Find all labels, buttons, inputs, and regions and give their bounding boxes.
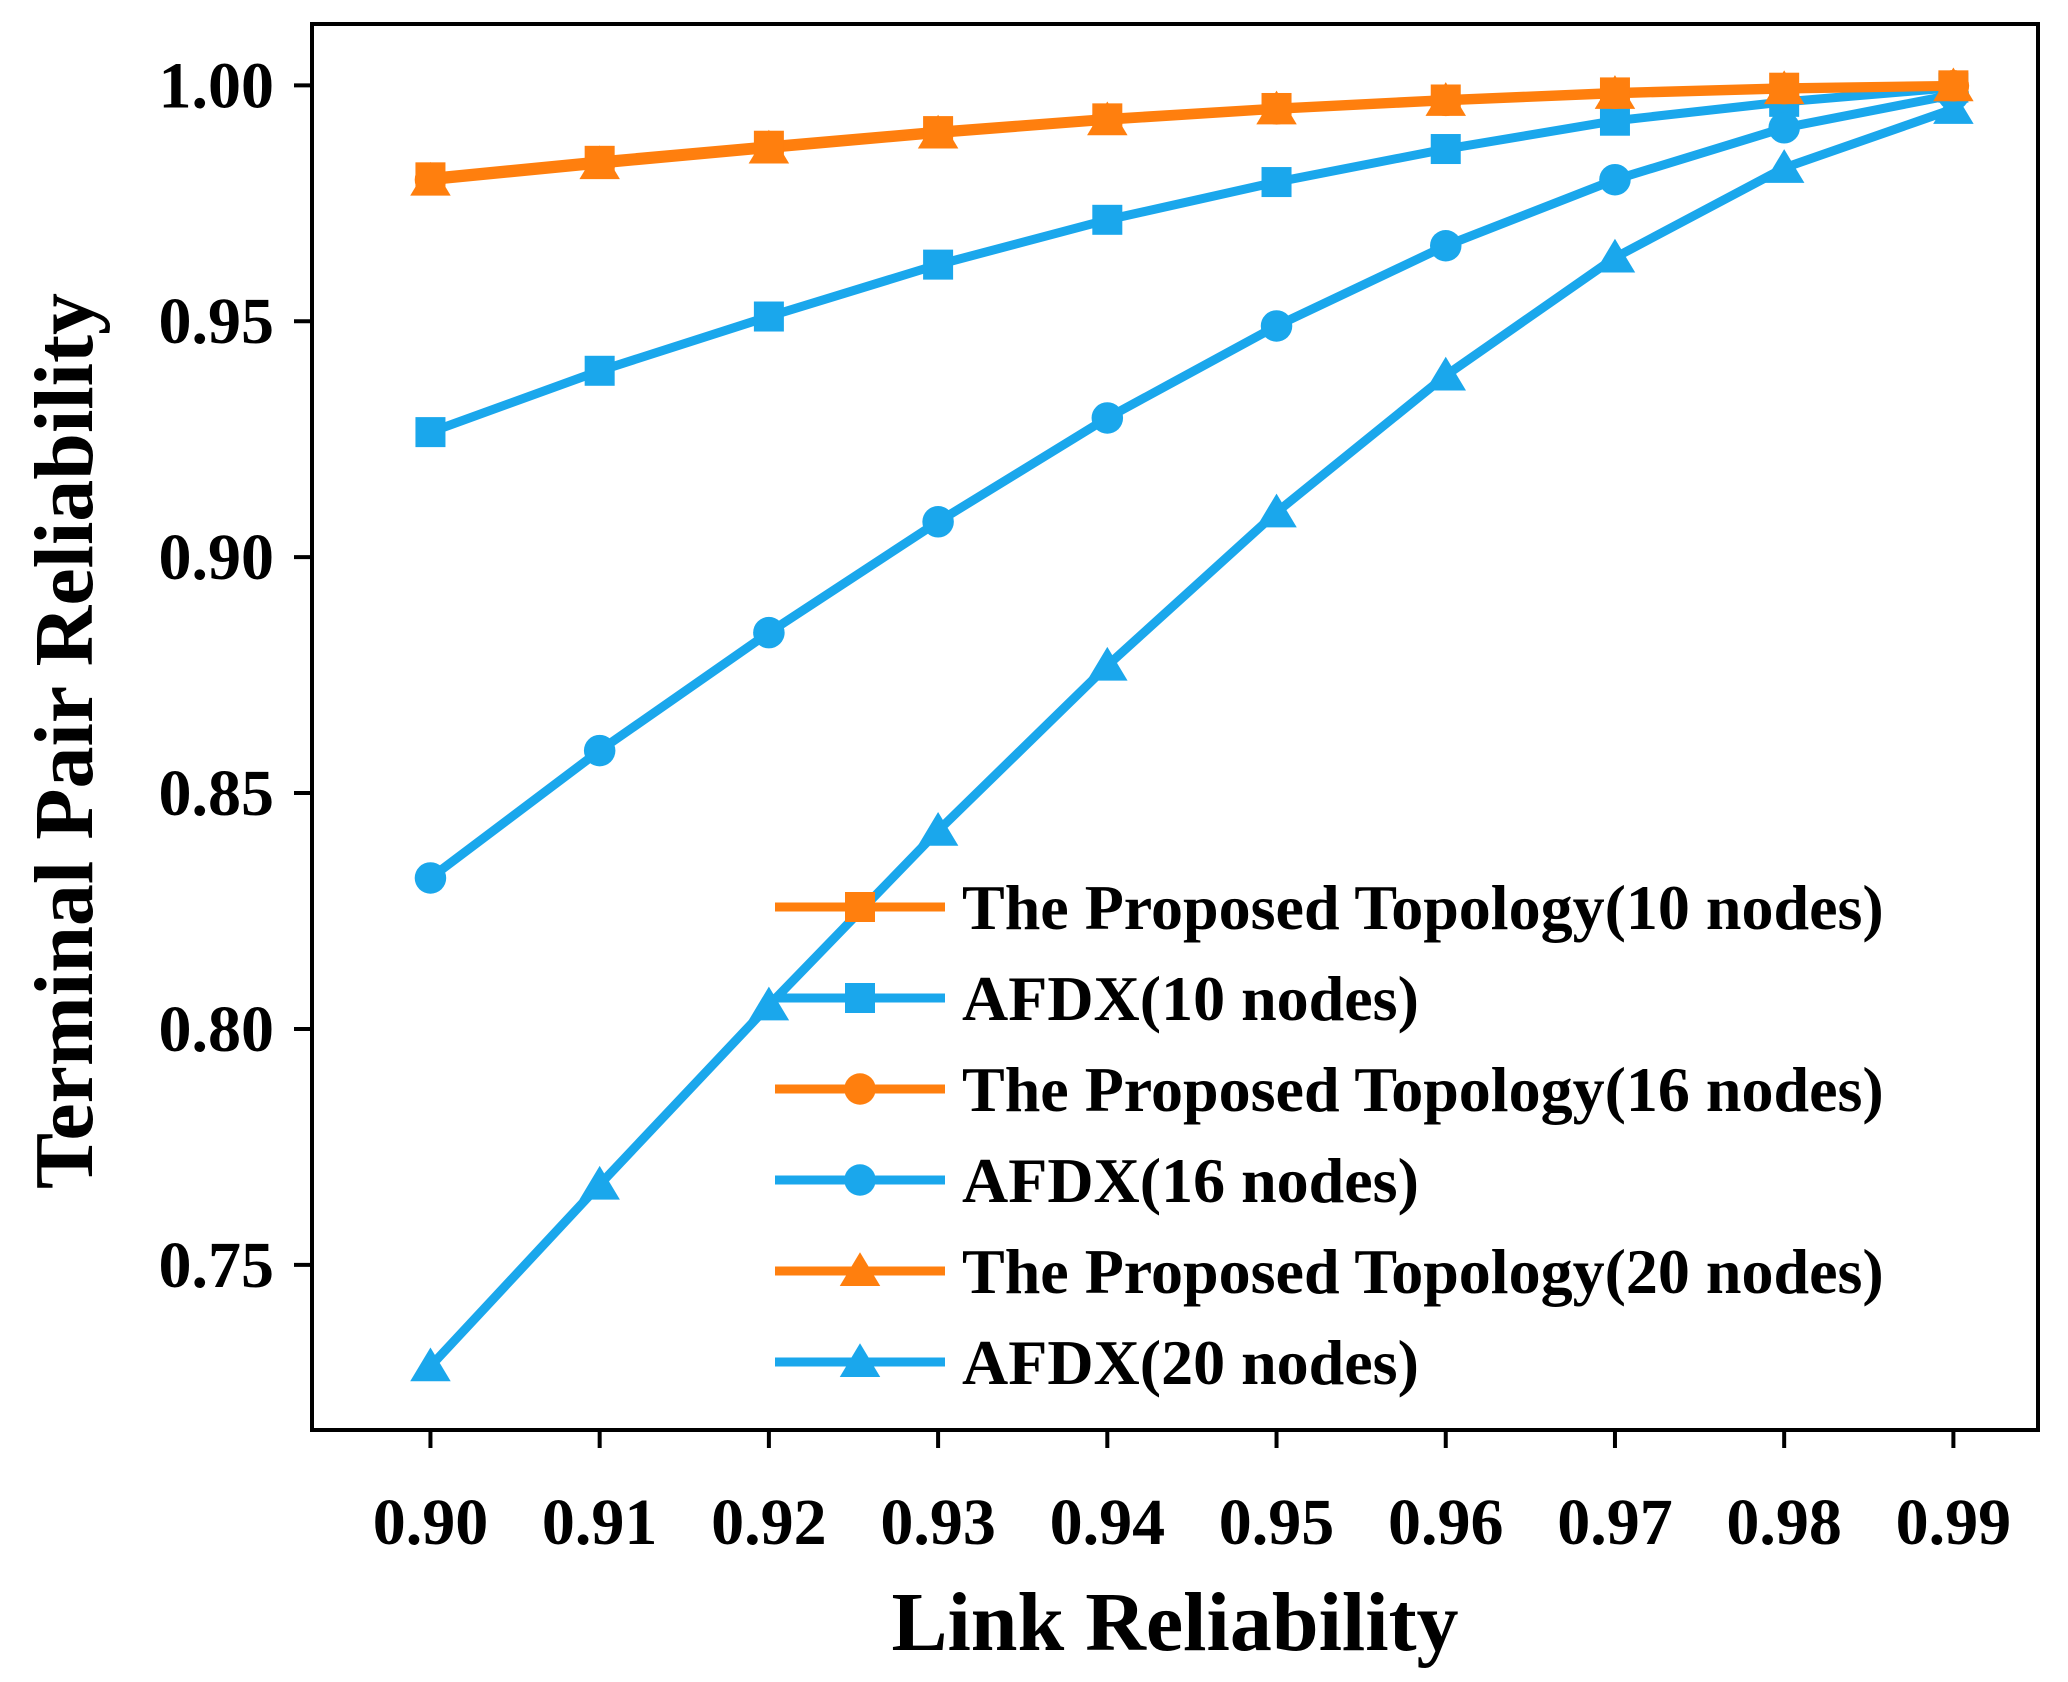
plot-frame <box>310 22 2040 1432</box>
data-point <box>414 862 447 894</box>
series-line <box>427 90 1955 882</box>
data-point <box>415 162 446 193</box>
data-point <box>923 249 954 280</box>
data-point <box>1425 356 1466 391</box>
legend-item: AFDX(20 nodes) <box>775 1327 1419 1398</box>
legend-label: The Proposed Topology(16 nodes) <box>962 1054 1884 1125</box>
data-point <box>1933 90 1974 124</box>
legend-marker <box>844 1164 876 1196</box>
series-0 <box>415 70 1969 193</box>
data-point <box>1260 310 1293 342</box>
data-point <box>1256 493 1297 528</box>
data-point <box>1938 70 1969 101</box>
x-tick-label: 0.96 <box>1388 1486 1504 1559</box>
data-point <box>1092 204 1123 235</box>
data-point <box>1599 77 1630 108</box>
x-tick-label: 0.93 <box>880 1486 996 1559</box>
series-1 <box>415 72 1969 448</box>
data-point <box>1092 103 1123 134</box>
data-point <box>410 1347 451 1382</box>
series-line <box>428 83 1954 437</box>
data-point <box>753 130 784 161</box>
series-layer <box>410 67 1974 1382</box>
data-point <box>753 301 784 332</box>
legend-item: The Proposed Topology(10 nodes) <box>775 872 1884 943</box>
legend-label: The Proposed Topology(10 nodes) <box>962 872 1884 943</box>
data-point <box>1594 238 1636 273</box>
legend-marker <box>845 892 875 922</box>
data-point <box>583 734 616 767</box>
data-point <box>584 355 615 386</box>
legend-marker <box>845 983 875 1013</box>
legend-label: AFDX(10 nodes) <box>962 963 1419 1034</box>
data-point <box>1087 646 1128 681</box>
y-tick-label: 0.95 <box>159 285 275 358</box>
data-point <box>753 616 785 649</box>
x-tick-label: 0.99 <box>1896 1486 2012 1559</box>
series-5 <box>410 90 1974 1382</box>
y-tick-label: 0.75 <box>159 1229 275 1302</box>
x-axis: 0.90 0.91 0.92 0.93 0.94 0.95 0.96 0.97 0.98 0.99 <box>373 1430 2011 1559</box>
y-axis-title: Terminal Pair Reliability <box>18 293 111 1189</box>
legend-item: The Proposed Topology(20 nodes) <box>775 1236 1884 1307</box>
legend: The Proposed Topology(10 nodes) AFDX(10 n… <box>775 872 1884 1398</box>
data-point <box>579 1165 620 1200</box>
data-point <box>1261 92 1292 123</box>
data-point <box>1599 105 1630 136</box>
data-point <box>917 812 959 846</box>
data-point <box>1769 72 1800 103</box>
data-point <box>1768 112 1800 144</box>
series-line <box>430 80 1954 182</box>
x-tick-label: 0.98 <box>1726 1486 1842 1559</box>
x-tick-label: 0.94 <box>1050 1486 1166 1559</box>
data-point <box>1763 149 1805 183</box>
legend-item: AFDX(16 nodes) <box>775 1145 1419 1216</box>
legend-item: The Proposed Topology(16 nodes) <box>775 1054 1884 1125</box>
y-tick-label: 0.90 <box>159 521 275 594</box>
data-point <box>584 145 615 176</box>
data-point <box>415 417 446 448</box>
data-point <box>1261 167 1292 198</box>
data-point <box>922 506 954 538</box>
data-point <box>748 986 790 1021</box>
y-tick-label: 0.85 <box>159 757 275 830</box>
x-tick-label: 0.95 <box>1219 1486 1335 1559</box>
x-tick-label: 0.91 <box>542 1486 658 1559</box>
legend-item: AFDX(10 nodes) <box>775 963 1419 1034</box>
data-point <box>1429 230 1462 262</box>
x-tick-label: 0.97 <box>1557 1486 1673 1559</box>
y-axis: 0.75 0.80 0.85 0.90 0.95 1.00 <box>159 49 312 1302</box>
data-point <box>1430 134 1461 165</box>
legend-marker <box>839 1343 881 1377</box>
y-tick-label: 1.00 <box>159 49 275 122</box>
x-axis-title: Link Reliability <box>891 1576 1458 1669</box>
legend-label: The Proposed Topology(20 nodes) <box>962 1236 1884 1307</box>
legend-marker <box>844 1073 876 1105</box>
legend-label: AFDX(16 nodes) <box>962 1145 1419 1216</box>
legend-marker <box>839 1252 881 1286</box>
series-line <box>427 104 1955 1370</box>
data-point <box>923 116 954 147</box>
data-point <box>1430 84 1461 115</box>
x-tick-label: 0.92 <box>711 1486 827 1559</box>
x-tick-label: 0.90 <box>373 1486 489 1559</box>
y-tick-label: 0.80 <box>159 993 275 1066</box>
legend-label: AFDX(20 nodes) <box>962 1327 1419 1398</box>
data-point <box>1599 163 1631 196</box>
data-point <box>1091 402 1124 434</box>
